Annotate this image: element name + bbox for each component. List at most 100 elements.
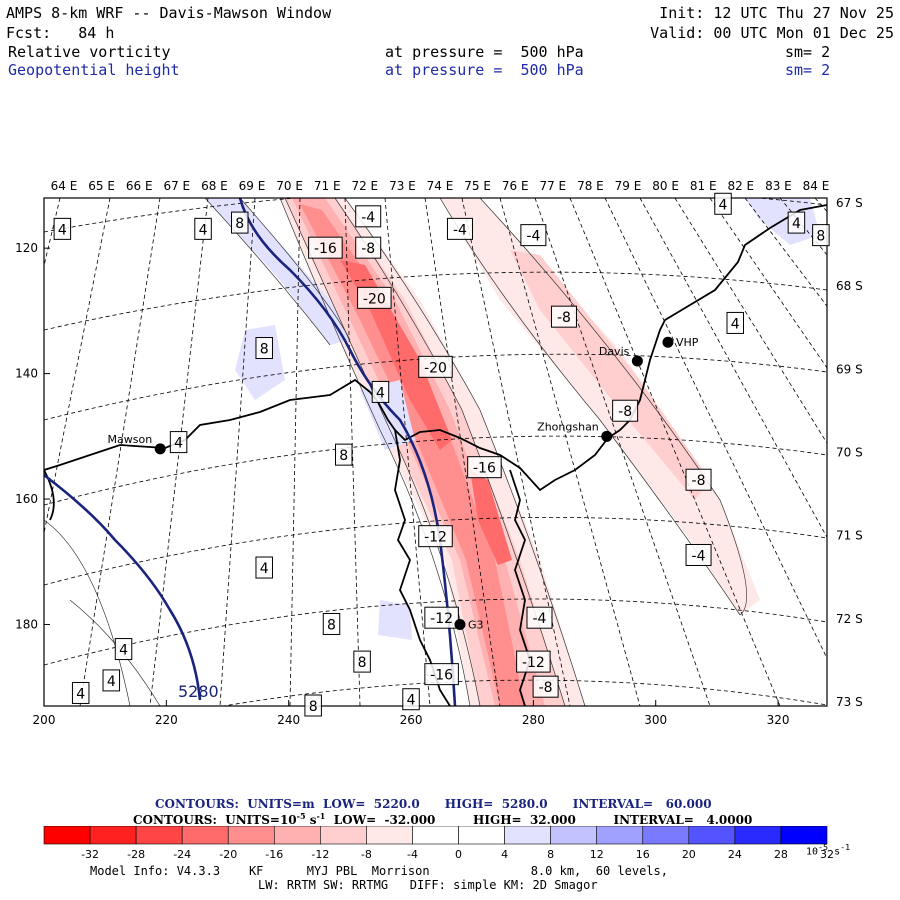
longitude-label: 66 E (126, 179, 153, 193)
contour-label: -16 (424, 663, 459, 686)
contour-label: 8 (231, 211, 249, 234)
contour-label: 4 (255, 556, 273, 579)
colorbar-tick-label: 32 (820, 848, 834, 861)
latitude-label: 69 S (836, 362, 863, 376)
contour-label-box (612, 399, 639, 422)
contour-label-box (520, 224, 547, 247)
contour-label: -8 (532, 675, 559, 698)
contour-label-box (550, 305, 577, 328)
colorbar-tick-label: -12 (311, 848, 329, 861)
colorbar-swatch (504, 826, 551, 845)
contour-label-box (334, 443, 353, 466)
contour-label-text: 4 (260, 561, 269, 577)
contour-label: -16 (467, 456, 502, 479)
height-contour-label: 5280 (178, 682, 219, 701)
init-time: Init: 12 UTC Thu 27 Nov 25 (659, 4, 894, 22)
colorbar-tick-label: 20 (682, 848, 696, 861)
station-name: Mawson (108, 433, 153, 446)
contour-label-box (71, 681, 90, 704)
contour-label-box (714, 192, 732, 215)
contour-label: 4 (102, 669, 121, 692)
colorbar-tick-label: 4 (501, 848, 508, 861)
station-dot (154, 443, 166, 455)
colorbar: -32 -28 -24 -20 -16 -12 -8 -4 0 4 8 12 16 20 24 28 32 (43, 826, 834, 861)
y-tick-label: 180 (15, 617, 38, 631)
contour-label-box (418, 525, 453, 548)
colorbar-swatch (734, 826, 782, 845)
model-info-line2: LW: RRTM SW: RRTMG DIFF: simple KM: 2D S… (258, 878, 598, 892)
vorticity-contours-info: CONTOURS: UNITS=10-5 s-1 LOW= -32.000 HI… (133, 811, 753, 827)
vorticity-band-neg16 (300, 204, 525, 706)
contour-label-text: 4 (731, 316, 740, 332)
contour-label: -12 (418, 525, 453, 548)
longitude-label: 81 E (690, 179, 717, 193)
longitude-label: 69 E (239, 179, 266, 193)
contour-label: 8 (812, 224, 830, 247)
station-dot (662, 336, 674, 348)
contour-label-text: 4 (174, 436, 183, 452)
contour-label: -20 (357, 286, 392, 309)
longitude-label: 64 E (51, 179, 78, 193)
contour-label-text: -16 (314, 241, 337, 257)
contour-label: -4 (355, 205, 382, 228)
station-name: VHP (676, 336, 699, 349)
contour-label: -8 (685, 468, 712, 491)
colorbar-tick-label: 0 (455, 848, 462, 861)
latitude-label: 70 S (836, 446, 863, 460)
vorticity-band-davis-4 (440, 198, 760, 615)
height-contours-info: CONTOURS: UNITS=m LOW= 5220.0 HIGH= 5280… (155, 797, 712, 811)
contour-label: 4 (371, 380, 390, 403)
contour-label-box (532, 675, 559, 698)
contour-label-box (355, 236, 382, 259)
contour-label: -8 (550, 305, 577, 328)
contour-label-text: 4 (376, 385, 385, 401)
contour-label-box (685, 468, 712, 491)
longitude-label: 77 E (539, 179, 566, 193)
latitude-label: 68 S (836, 279, 863, 293)
longitude-label: 73 E (389, 179, 416, 193)
contour-label-box (255, 337, 273, 360)
colorbar-swatch (550, 826, 598, 845)
station-name: G3 (468, 618, 484, 631)
contour-label-box (255, 556, 273, 579)
contour-label-text: 4 (719, 197, 728, 213)
contour-label-text: -16 (473, 461, 496, 477)
contour-label-text: 4 (76, 686, 85, 702)
colorbar-swatch (596, 826, 644, 845)
axis-layer: 200 220 240 260 280 300 320 120 140 160 180 (15, 241, 789, 727)
forecast-hour: Fcst: 84 h (6, 24, 115, 42)
contour-label-text: -4 (526, 229, 540, 245)
contour-label: -8 (355, 236, 382, 259)
contour-label-text: 8 (816, 229, 825, 245)
contour-label-text: -8 (618, 404, 632, 420)
vorticity-band-pos-south (378, 600, 412, 640)
contour-label-text: 8 (309, 699, 318, 715)
x-tick-label: 280 (522, 713, 545, 727)
contour-label: 8 (255, 337, 273, 360)
longitude-label: 67 E (163, 179, 190, 193)
longitude-label: 79 E (615, 179, 642, 193)
station-marker: Zhongshan (537, 420, 613, 442)
colorbar-swatch (135, 826, 183, 845)
contour-label-text: 4 (107, 674, 116, 690)
contour-label-box (424, 606, 459, 629)
colorbar-swatch (688, 826, 736, 845)
colorbar-swatch (89, 826, 137, 845)
contour-label: -8 (612, 399, 639, 422)
contour-label-box (169, 431, 188, 454)
field2-smoothing: sm= 2 (785, 61, 831, 79)
vorticity-band-neg24 (470, 470, 512, 565)
colorbar-swatch (458, 826, 505, 845)
colorbar-tick-label: -28 (127, 848, 145, 861)
x-tick-label: 300 (644, 713, 667, 727)
contour-label-box (231, 211, 249, 234)
longitude-label: 74 E (427, 179, 454, 193)
longitude-labels: 64 E 65 E 66 E 67 E 68 E 69 E 70 E 71 E 72 E 73 E… (51, 179, 830, 193)
y-tick-label: 120 (15, 241, 38, 255)
contour-label-box (516, 650, 551, 673)
contour-label-text: -12 (424, 530, 447, 546)
contour-label-text: 8 (358, 655, 367, 671)
longitude-label: 68 E (201, 179, 228, 193)
colorbar-tick-label: 28 (774, 848, 788, 861)
contour-label-box (726, 311, 744, 334)
